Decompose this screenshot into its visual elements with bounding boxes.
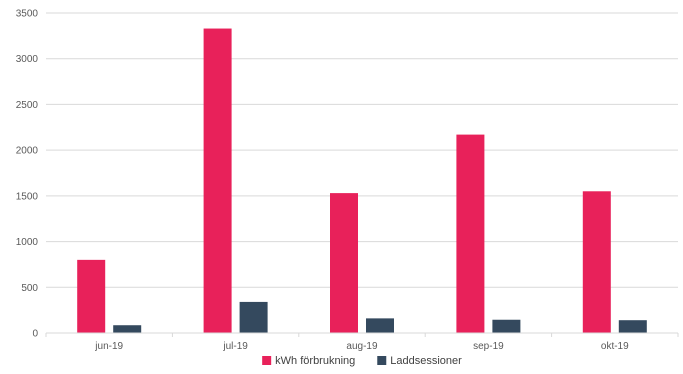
x-tick-label: jul-19	[222, 341, 248, 352]
legend-item-kwh[interactable]: kWh förbrukning	[262, 355, 355, 367]
legend-item-sessions[interactable]: Laddsessioner	[377, 355, 462, 367]
y-tick-label: 2000	[16, 146, 39, 157]
y-tick-label: 1500	[16, 191, 39, 202]
bar-kwh-okt-19	[582, 191, 611, 333]
y-tick-label: 2500	[16, 100, 39, 111]
y-tick-label: 3000	[16, 54, 39, 65]
legend-items: kWh förbrukning Laddsessioner	[262, 355, 462, 367]
bars	[77, 28, 647, 334]
y-tick-label: 500	[21, 283, 38, 294]
x-tick-label: okt-19	[601, 341, 629, 352]
bar-sessions-jul-19	[239, 301, 268, 333]
y-tick-label: 1000	[16, 237, 39, 248]
legend-swatch	[377, 356, 387, 365]
bar-kwh-aug-19	[330, 193, 358, 333]
y-tick-label: 0	[32, 329, 38, 340]
bar-kwh-jul-19	[203, 28, 232, 334]
bar-sessions-aug-19	[366, 318, 394, 333]
bar-sessions-sep-19	[492, 319, 521, 333]
x-axis-tick-labels: jun-19 jul-19 aug-19 sep-19 okt-19	[45, 333, 679, 352]
gridlines	[46, 12, 678, 288]
y-tick-label: 3500	[16, 9, 39, 20]
x-tick-label: aug-19	[346, 341, 378, 352]
bar-sessions-jun-19	[113, 325, 142, 333]
x-tick-label: sep-19	[473, 341, 504, 352]
y-axis-tick-labels: 0 500 1000 1500 2000 2500 3000 3500	[16, 9, 39, 340]
legend-swatch	[262, 356, 272, 365]
x-tick-label: jun-19	[94, 341, 123, 352]
legend[interactable]: kWh förbrukning Laddsessioner	[262, 355, 462, 367]
legend-label: Laddsessioner	[390, 355, 462, 367]
bar-sessions-okt-19	[618, 320, 647, 333]
bar-kwh-jun-19	[77, 259, 106, 333]
bar-kwh-sep-19	[456, 134, 485, 333]
legend-label: kWh förbrukning	[275, 355, 355, 367]
